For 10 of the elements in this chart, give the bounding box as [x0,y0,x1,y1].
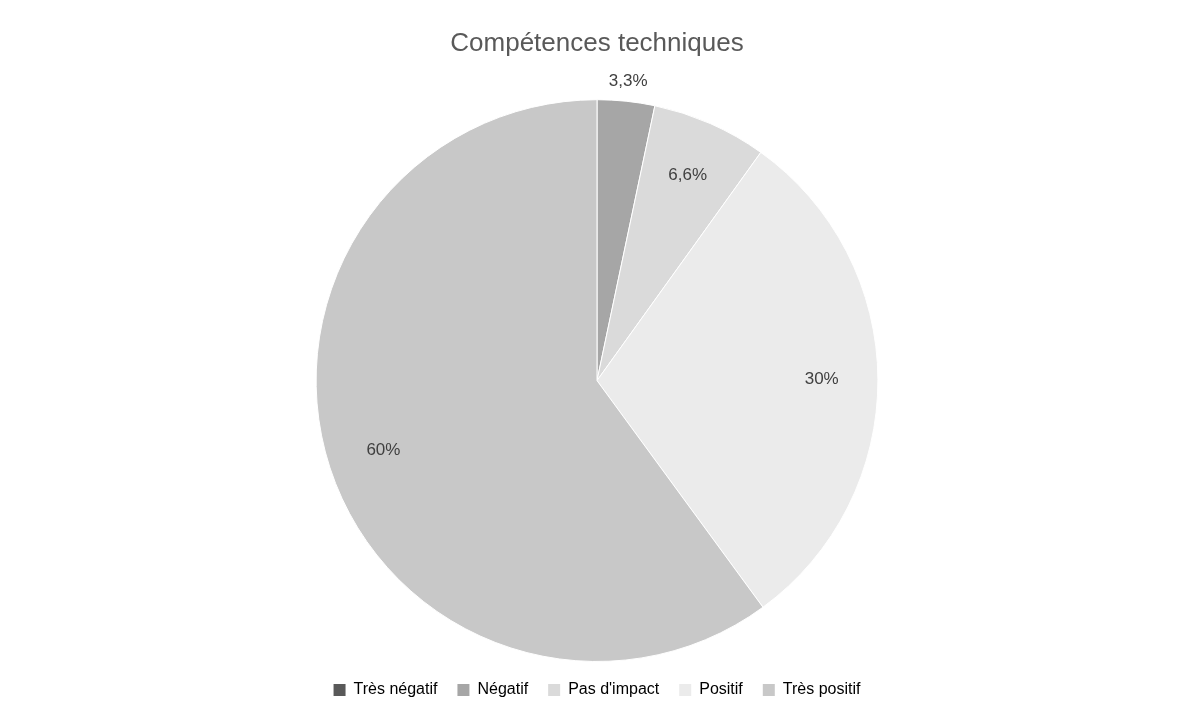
legend-label: Très négatif [353,680,438,698]
legend-label: Pas d'impact [568,680,660,698]
data-label: 60% [366,440,401,460]
legend-label: Négatif [477,680,529,698]
data-label: 3,3% [608,71,648,91]
legend-label: Positif [699,680,744,698]
data-label: 30% [804,369,839,389]
chart-title: Compétences techniques [450,26,744,57]
legend-label: Très positif [782,680,861,698]
data-label: 6,6% [668,164,707,184]
